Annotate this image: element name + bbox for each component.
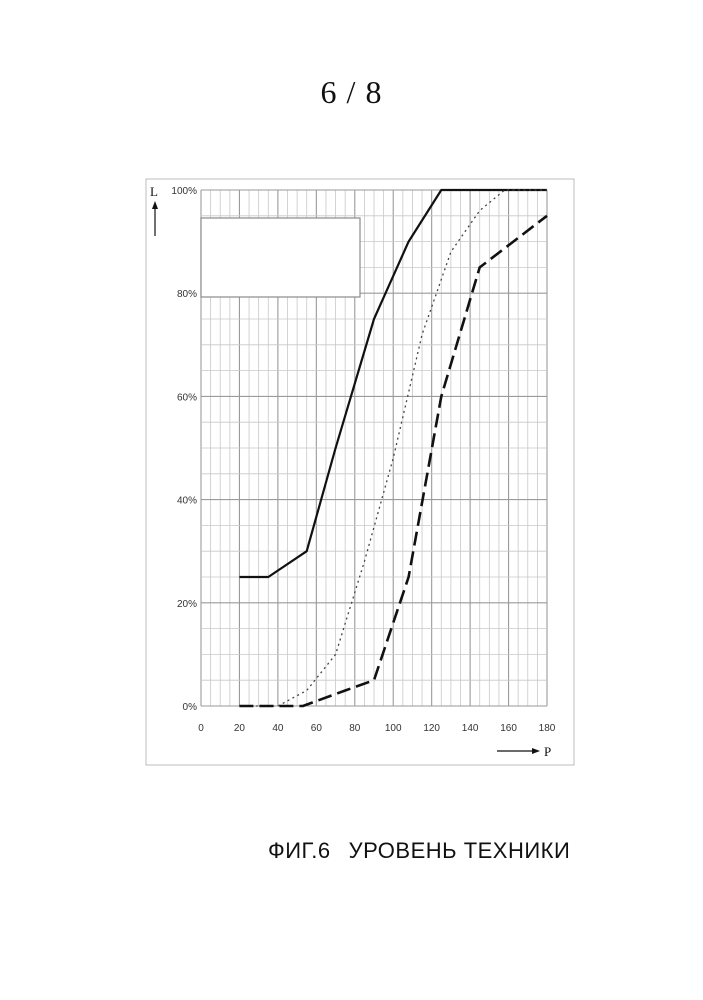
x-tick-label: 60 (311, 723, 323, 734)
caption-figure-number: ФИГ.6 (268, 838, 331, 863)
legend-box (201, 218, 360, 297)
y-tick-label: 80% (177, 289, 197, 300)
y-tick-label: 60% (177, 392, 197, 403)
x-tick-label: 120 (423, 723, 440, 734)
y-axis-label: L (150, 184, 158, 199)
x-tick-label: 0 (198, 723, 204, 734)
chart: 0 20 40 60 80 100 120 140 160 180 0% 20% 40% 60% 80% 10… (145, 178, 575, 766)
figure-caption: ФИГ.6 УРОВЕНЬ ТЕХНИКИ (268, 838, 570, 864)
x-axis-label: P (544, 744, 551, 759)
x-tick-label: 100 (385, 723, 402, 734)
x-tick-label: 40 (272, 723, 284, 734)
x-tick-label: 140 (462, 723, 479, 734)
x-tick-label: 180 (539, 723, 556, 734)
caption-text: УРОВЕНЬ ТЕХНИКИ (349, 838, 571, 863)
y-tick-label: 20% (177, 599, 197, 610)
y-tick-label: 40% (177, 496, 197, 507)
y-tick-label: 0% (183, 702, 198, 713)
x-tick-label: 160 (500, 723, 517, 734)
y-tick-label: 100% (171, 186, 197, 197)
chart-svg: 0 20 40 60 80 100 120 140 160 180 0% 20% 40% 60% 80% 10… (145, 178, 575, 766)
x-tick-label: 20 (234, 723, 246, 734)
x-tick-label: 80 (349, 723, 361, 734)
page-number: 6 / 8 (0, 74, 703, 111)
